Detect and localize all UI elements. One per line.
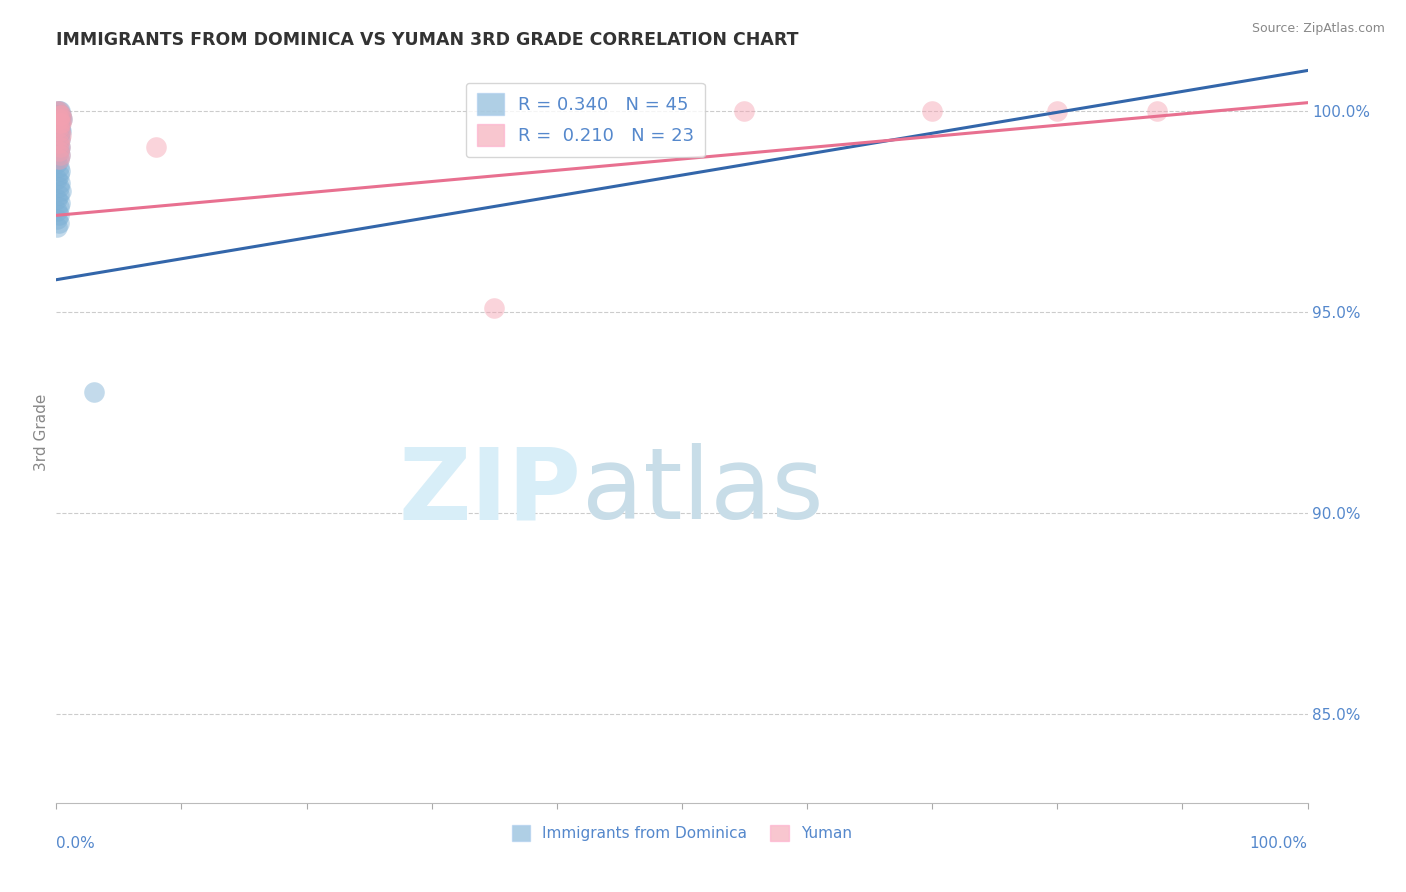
Point bbox=[51, 184, 73, 198]
Point bbox=[48, 152, 70, 166]
Point bbox=[48, 160, 70, 174]
Point bbox=[46, 212, 69, 227]
Point bbox=[51, 112, 73, 126]
Point bbox=[48, 216, 70, 230]
Point bbox=[51, 108, 73, 122]
Point bbox=[49, 108, 72, 122]
Point bbox=[51, 116, 73, 130]
Point bbox=[49, 124, 72, 138]
Point bbox=[48, 120, 70, 134]
Point bbox=[48, 200, 70, 214]
Point bbox=[734, 103, 756, 118]
Point bbox=[49, 140, 72, 154]
Point bbox=[48, 168, 70, 182]
Point bbox=[46, 148, 69, 162]
Point bbox=[49, 116, 72, 130]
Text: ZIP: ZIP bbox=[399, 443, 582, 541]
Point bbox=[48, 208, 70, 222]
Point bbox=[51, 112, 73, 126]
Point bbox=[46, 108, 69, 122]
Point bbox=[49, 120, 72, 134]
Point bbox=[48, 128, 70, 142]
Point bbox=[48, 136, 70, 150]
Legend: Immigrants from Dominica, Yuman: Immigrants from Dominica, Yuman bbox=[506, 819, 858, 847]
Point bbox=[49, 108, 72, 122]
Point bbox=[49, 132, 72, 146]
Point bbox=[46, 116, 69, 130]
Point bbox=[49, 103, 72, 118]
Point bbox=[49, 140, 72, 154]
Point bbox=[49, 112, 72, 126]
Text: 100.0%: 100.0% bbox=[1250, 836, 1308, 851]
Point bbox=[46, 103, 69, 118]
Text: Source: ZipAtlas.com: Source: ZipAtlas.com bbox=[1251, 22, 1385, 36]
Point bbox=[484, 301, 506, 315]
Point bbox=[921, 103, 943, 118]
Y-axis label: 3rd Grade: 3rd Grade bbox=[34, 394, 49, 471]
Text: atlas: atlas bbox=[582, 443, 824, 541]
Point bbox=[49, 196, 72, 211]
Point bbox=[48, 144, 70, 158]
Point bbox=[48, 112, 70, 126]
Point bbox=[49, 124, 72, 138]
Point bbox=[48, 180, 70, 194]
Point bbox=[49, 148, 72, 162]
Point bbox=[48, 103, 70, 118]
Point bbox=[51, 128, 73, 142]
Point bbox=[49, 148, 72, 162]
Point bbox=[46, 192, 69, 206]
Point bbox=[51, 108, 73, 122]
Point bbox=[48, 120, 70, 134]
Point bbox=[49, 132, 72, 146]
Point bbox=[51, 124, 73, 138]
Point bbox=[48, 140, 70, 154]
Point bbox=[1046, 103, 1069, 118]
Point bbox=[145, 140, 167, 154]
Point bbox=[46, 220, 69, 235]
Point bbox=[48, 132, 70, 146]
Point bbox=[46, 136, 69, 150]
Point bbox=[48, 116, 70, 130]
Point bbox=[49, 164, 72, 178]
Point bbox=[46, 128, 69, 142]
Point bbox=[49, 176, 72, 190]
Point bbox=[51, 112, 73, 126]
Point bbox=[48, 144, 70, 158]
Point bbox=[1146, 103, 1168, 118]
Point bbox=[46, 156, 69, 170]
Point bbox=[46, 103, 69, 118]
Point bbox=[83, 385, 105, 400]
Point bbox=[48, 188, 70, 202]
Point bbox=[48, 103, 70, 118]
Point bbox=[46, 172, 69, 186]
Text: IMMIGRANTS FROM DOMINICA VS YUMAN 3RD GRADE CORRELATION CHART: IMMIGRANTS FROM DOMINICA VS YUMAN 3RD GR… bbox=[56, 31, 799, 49]
Point bbox=[48, 152, 70, 166]
Point bbox=[48, 108, 70, 122]
Point bbox=[46, 204, 69, 219]
Text: 0.0%: 0.0% bbox=[56, 836, 96, 851]
